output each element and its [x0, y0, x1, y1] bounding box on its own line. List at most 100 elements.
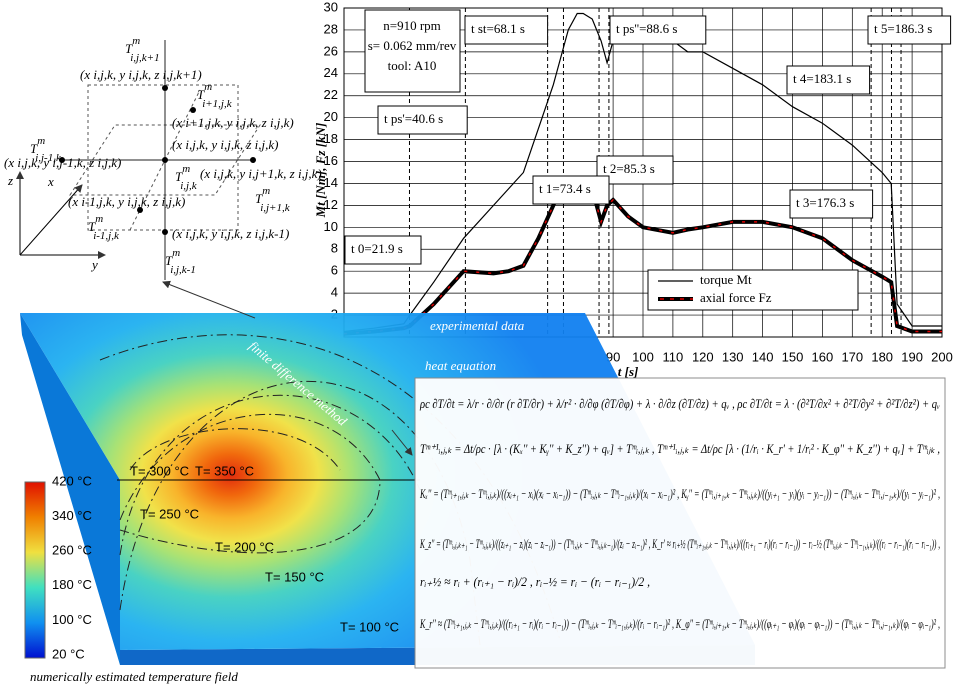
isotherm: [119, 394, 421, 556]
node-base: T: [255, 191, 263, 206]
legend-label: axial force Fz: [700, 290, 772, 305]
coord-label: (x i,j,k, y i,j,k, z i,j,k-1): [172, 226, 289, 241]
node-label: Tm i,j+1,k: [255, 185, 291, 214]
annotation-box: [789, 189, 874, 219]
force-line-dash: [343, 182, 942, 335]
node-label: Tm i,j,k: [175, 163, 198, 192]
annotation-box: [786, 65, 871, 95]
y-tick-label: 16: [324, 153, 338, 168]
y-tick-label: 22: [324, 87, 338, 102]
x-tick-label: 200: [931, 349, 953, 364]
annotation-box: [377, 105, 468, 135]
torque-line: [343, 12, 942, 333]
x-tick-label: 120: [692, 349, 714, 364]
annotation-label: t 3=176.3 s: [796, 195, 854, 210]
isotherm-label: T= 150 °C: [265, 569, 324, 584]
isotherm-label: T= 250 °C: [140, 506, 199, 521]
annotation-label: t ps''=88.6 s: [616, 21, 678, 36]
grid-node: [162, 229, 168, 235]
grid-node: [250, 157, 256, 163]
axis-name: x: [47, 174, 54, 189]
y-tick-label: 6: [331, 263, 338, 278]
coord-label: (x i,j,k, y i,j-1,k, z i,j,k): [4, 155, 121, 170]
node-sub: i,j,k+1: [130, 52, 159, 64]
equation-box: [414, 377, 946, 669]
node-base: T: [88, 219, 96, 234]
equation: Tᵐ⁺¹ᵢ,ⱼ,ₖ = Δt/ρc · [λ · (Kₓ'' + Kᵧ'' + …: [420, 441, 940, 456]
y-tick-label: 30: [324, 0, 338, 14]
node-base: T: [165, 253, 173, 268]
slab-side: [20, 313, 120, 665]
x-tick-label: 130: [722, 349, 744, 364]
isotherm-label: T= 350 °C: [195, 463, 254, 478]
info-box: [364, 9, 461, 93]
axis-name: z: [7, 173, 13, 188]
caption: numerically estimated temperature field: [30, 669, 238, 684]
colorbar-label: 260 °C: [52, 543, 92, 558]
node-sup: m: [95, 213, 103, 225]
coord-label: (x i-1,j,k, y i,j,k, z i,j,k): [68, 194, 185, 209]
node-label: Tm i-1,j,k: [88, 213, 120, 242]
isotherm: [119, 413, 381, 554]
grid-node: [137, 207, 143, 213]
x-tick-label: 180: [871, 349, 893, 364]
equation: K_z'' = (Tᵐᵢ,ⱼ,ₖ₊₁ − Tᵐᵢ,ⱼ,ₖ)/((zᵢ₊₁ − z…: [419, 536, 940, 551]
node-sup: m: [182, 163, 190, 175]
node-sub: i,j,k-1: [170, 264, 196, 276]
annotation-box: [867, 15, 952, 45]
colorbar-label: 180 °C: [52, 577, 92, 592]
node-sub: i,j,k: [180, 180, 198, 192]
node-label: Tm i,j,k-1: [165, 247, 196, 276]
grid-node: [162, 85, 168, 91]
node-label: Tm i+1,j,k: [197, 81, 233, 110]
colorbar-label: 20 °C: [52, 646, 85, 661]
y-tick-label: 12: [324, 197, 338, 212]
overlay-title: experimental data: [430, 318, 525, 333]
coord-label: (x i,j,k, y i,j,k, z i,j,k): [172, 137, 279, 152]
overlay-title: heat equation: [425, 358, 496, 373]
annotation-label: t st=68.1 s: [471, 21, 525, 36]
annotation-box: [596, 155, 674, 185]
node-base: T: [175, 169, 183, 184]
y-tick-label: 10: [324, 219, 338, 234]
node-label: Tm i,j-1,k: [30, 135, 62, 164]
annotation-label: t 5=186.3 s: [874, 21, 932, 36]
info-text: s= 0.062 mm/rev: [368, 38, 457, 53]
node-sup: m: [37, 135, 45, 147]
x-tick-label: 160: [812, 349, 834, 364]
node-sup: m: [262, 185, 270, 197]
equation: ρc ∂T/∂t = λ/r · ∂/∂r (r ∂T/∂r) + λ/r² ·…: [419, 396, 940, 411]
equation: K_r'' ≈ (Tᵐᵢ₊₁,ⱼ,ₖ − Tᵐᵢ,ⱼ,ₖ)/((rᵢ₊₁ − r…: [419, 616, 940, 631]
colorbar-label: 100 °C: [52, 612, 92, 627]
x-tick-label: 150: [782, 349, 804, 364]
y-tick-label: 20: [324, 109, 338, 124]
arrow: [391, 429, 413, 456]
y-tick-label: 28: [324, 21, 338, 36]
node-sup: m: [132, 35, 140, 47]
grid-node: [190, 107, 196, 113]
node-base: T: [30, 141, 38, 156]
annotation-box: [344, 235, 422, 265]
axis-arrow: [19, 184, 83, 256]
coord-label: (x i,j,k, y i,j+1,k, z i,j,k): [200, 166, 322, 181]
annotation-label: t ps'=40.6 s: [384, 111, 443, 126]
colorbar-label: 340 °C: [52, 508, 92, 523]
y-tick-label: 14: [324, 175, 338, 190]
node-label: Tm i,j,k+1: [125, 35, 160, 64]
x-tick-label: 90: [606, 349, 620, 364]
x-tick-label: 170: [841, 349, 863, 364]
annotation-label: t 4=183.1 s: [793, 71, 851, 86]
node-sub: i,j+1,k: [260, 202, 291, 214]
grid-node: [162, 157, 168, 163]
y-tick-label: 4: [331, 285, 338, 300]
x-tick-label: 140: [752, 349, 774, 364]
annotation-box: [532, 175, 610, 205]
node-sup: m: [204, 81, 212, 93]
x-tick-label: 110: [663, 349, 684, 364]
node-base: T: [197, 87, 205, 102]
arrow: [162, 280, 256, 319]
y-tick-label: 26: [324, 43, 338, 58]
isotherm-label: T= 200 °C: [215, 539, 274, 554]
node-base: T: [125, 41, 133, 56]
